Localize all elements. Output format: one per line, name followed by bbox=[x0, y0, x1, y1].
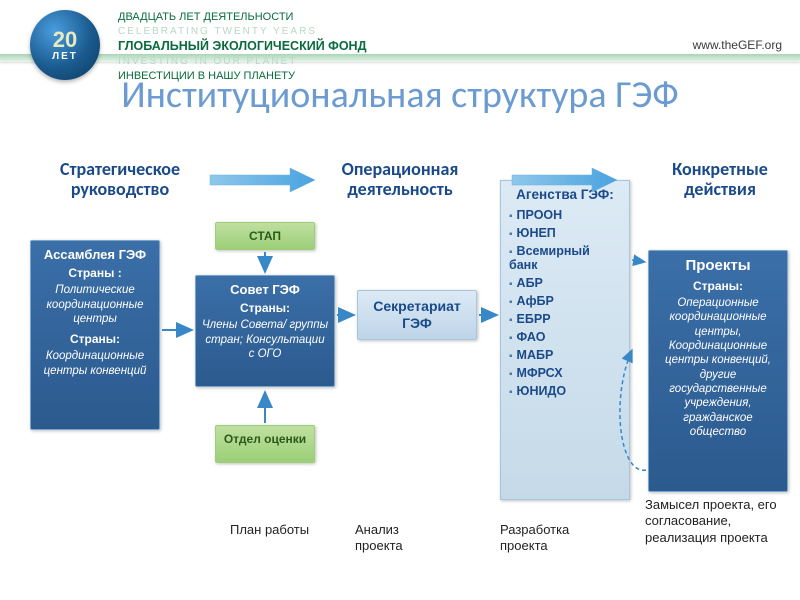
box-projects: Проекты Страны: Операционные координацио… bbox=[648, 250, 788, 492]
header-line2: ГЛОБАЛЬНЫЙ ЭКОЛОГИЧЕСКИЙ ФОНД bbox=[118, 38, 366, 55]
logo-label: ЛЕТ bbox=[52, 51, 78, 62]
bottom-label-design: Замысел проекта, его согласование, реали… bbox=[645, 497, 785, 546]
projects-body: Операционные координационные центры, Коо… bbox=[654, 296, 782, 440]
box-secretariat: Секретариат ГЭФ bbox=[357, 290, 477, 340]
bottom-label-plan: План работы bbox=[230, 522, 309, 538]
stap-label: СТАП bbox=[249, 229, 281, 243]
agency-item: ФАО bbox=[509, 330, 621, 344]
header-line1-ghost: CELEBRATING TWENTY YEARS bbox=[118, 25, 366, 39]
assembly-sub2: Страны: bbox=[36, 332, 154, 347]
arrow-agencies-projects-line bbox=[632, 260, 645, 262]
assembly-title: Ассамблея ГЭФ bbox=[36, 247, 154, 263]
agency-item: ПРООН bbox=[509, 208, 621, 222]
box-agencies: Агенства ГЭФ: ПРООН ЮНЕП Всемирный банк АБР… bbox=[500, 180, 630, 500]
header-line2-ghost: INVESTING IN OUR PLANET bbox=[118, 55, 366, 69]
column-head-strategy: Стратегическое руководство bbox=[40, 160, 200, 200]
agency-item: МАБР bbox=[509, 348, 621, 362]
assembly-body1: Политические координационные центры bbox=[36, 283, 154, 326]
box-assembly: Ассамблея ГЭФ Страны : Политические коор… bbox=[30, 240, 160, 430]
bottom-label-development: Разработка проекта bbox=[500, 522, 600, 555]
page-title: Институциональная структура ГЭФ bbox=[0, 72, 800, 118]
projects-sub: Страны: bbox=[654, 279, 782, 294]
header-line1: ДВАДЦАТЬ ЛЕТ ДЕЯТЕЛЬНОСТИ bbox=[118, 10, 366, 25]
assembly-sub1: Страны : bbox=[36, 266, 154, 281]
arrow-agencies-projects bbox=[632, 254, 647, 260]
council-sub: Страны: bbox=[201, 301, 329, 316]
agency-item: ЮНИДО bbox=[509, 384, 621, 398]
box-eval: Отдел оценки bbox=[215, 425, 315, 463]
projects-title: Проекты bbox=[654, 257, 782, 276]
url: www.theGEF.org bbox=[693, 38, 782, 52]
agency-item: АфБР bbox=[509, 294, 621, 308]
box-council: Совет ГЭФ Страны: Члены Совета/ группы с… bbox=[195, 275, 335, 387]
council-body: Члены Совета/ группы стран; Консультации… bbox=[201, 318, 329, 361]
eval-label: Отдел оценки bbox=[224, 432, 306, 446]
agency-item: ЕБРР bbox=[509, 312, 621, 326]
agency-item: Всемирный банк bbox=[509, 244, 621, 272]
bottom-label-analysis: Анализ проекта bbox=[355, 522, 445, 555]
council-title: Совет ГЭФ bbox=[201, 282, 329, 298]
big-arrow-1 bbox=[210, 168, 315, 192]
agency-item: ЮНЕП bbox=[509, 226, 621, 240]
agencies-list: ПРООН ЮНЕП Всемирный банк АБР АфБР ЕБРР ФАО МАБ… bbox=[509, 208, 621, 398]
agency-item: АБР bbox=[509, 276, 621, 290]
agency-item: МФРСХ bbox=[509, 366, 621, 380]
agencies-title: Агенства ГЭФ: bbox=[509, 187, 621, 202]
column-head-operations: Операционная деятельность bbox=[310, 160, 490, 200]
secretariat-label: Секретариат ГЭФ bbox=[363, 298, 471, 333]
assembly-body2: Координационные центры конвенций bbox=[36, 349, 154, 378]
box-stap: СТАП bbox=[215, 222, 315, 250]
gef-logo: 20 ЛЕТ bbox=[30, 10, 100, 80]
logo-number: 20 bbox=[53, 29, 77, 51]
column-head-actions: Конкретные действия bbox=[650, 160, 790, 200]
